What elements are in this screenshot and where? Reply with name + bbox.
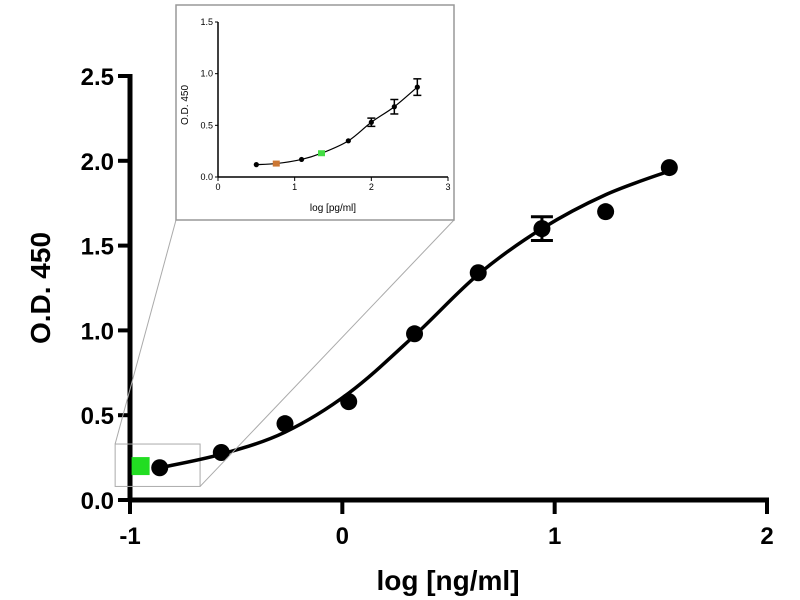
x-tick-label: 0: [336, 523, 349, 550]
inset-highlight-point: [272, 160, 280, 167]
zoom-connector-lines: [114, 219, 455, 487]
y-tick-label: 0.5: [81, 403, 114, 430]
inset-data-point: [391, 104, 397, 110]
inset-plot: 0.0 0.5 1.0 1.5 0 1 2 3: [175, 4, 455, 221]
inset-y-tick-label: 0.0: [200, 172, 213, 182]
highlight-point: [131, 457, 150, 476]
inset-x-tick-label: 3: [445, 182, 450, 192]
y-tick-label: 1.5: [81, 234, 114, 261]
x-axis-label: log [ng/ml]: [376, 565, 519, 596]
data-point: [660, 159, 678, 177]
data-point: [533, 220, 551, 238]
inset-data-point: [345, 138, 351, 144]
x-tick-label: 2: [760, 523, 773, 550]
y-tick-label: 1.0: [81, 318, 114, 345]
data-point: [597, 203, 615, 221]
x-tick-label: -1: [119, 523, 140, 550]
data-point: [151, 459, 169, 477]
zoom-connector: [114, 219, 177, 445]
inset-x-axis-label: log [pg/ml]: [310, 203, 356, 214]
inset-data-point: [298, 156, 305, 163]
inset-frame: [175, 4, 455, 221]
main-plot: 0.0 0.5 1.0 1.5 2.0 2.5 -1 0 1 2: [81, 64, 774, 550]
y-tick-label: 2.0: [81, 149, 114, 176]
inset-data-point: [414, 84, 420, 90]
x-tick-label: 1: [548, 523, 561, 550]
inset-x-tick-label: 2: [369, 182, 374, 192]
inset-data-point: [253, 162, 259, 168]
inset-data-point: [368, 119, 374, 125]
data-point: [406, 325, 424, 343]
data-point: [212, 444, 230, 462]
inset-y-tick-label: 0.5: [200, 120, 213, 130]
data-point: [340, 393, 358, 411]
inset-x-tick-label: 0: [215, 182, 220, 192]
inset-y-axis-label: O.D. 450: [180, 85, 191, 125]
data-point: [276, 415, 294, 433]
y-tick-label: 0.0: [81, 488, 114, 515]
zoom-connector: [199, 219, 455, 487]
inset-y-tick-label: 1.5: [200, 17, 213, 27]
zoom-region-box: [114, 443, 201, 487]
data-point: [469, 264, 487, 282]
inset-highlight-point: [318, 150, 325, 157]
inset-x-tick-label: 1: [292, 182, 297, 192]
inset-y-tick-label: 1.0: [200, 69, 213, 79]
y-tick-label: 2.5: [81, 64, 114, 91]
y-axis-label: O.D. 450: [25, 232, 56, 344]
